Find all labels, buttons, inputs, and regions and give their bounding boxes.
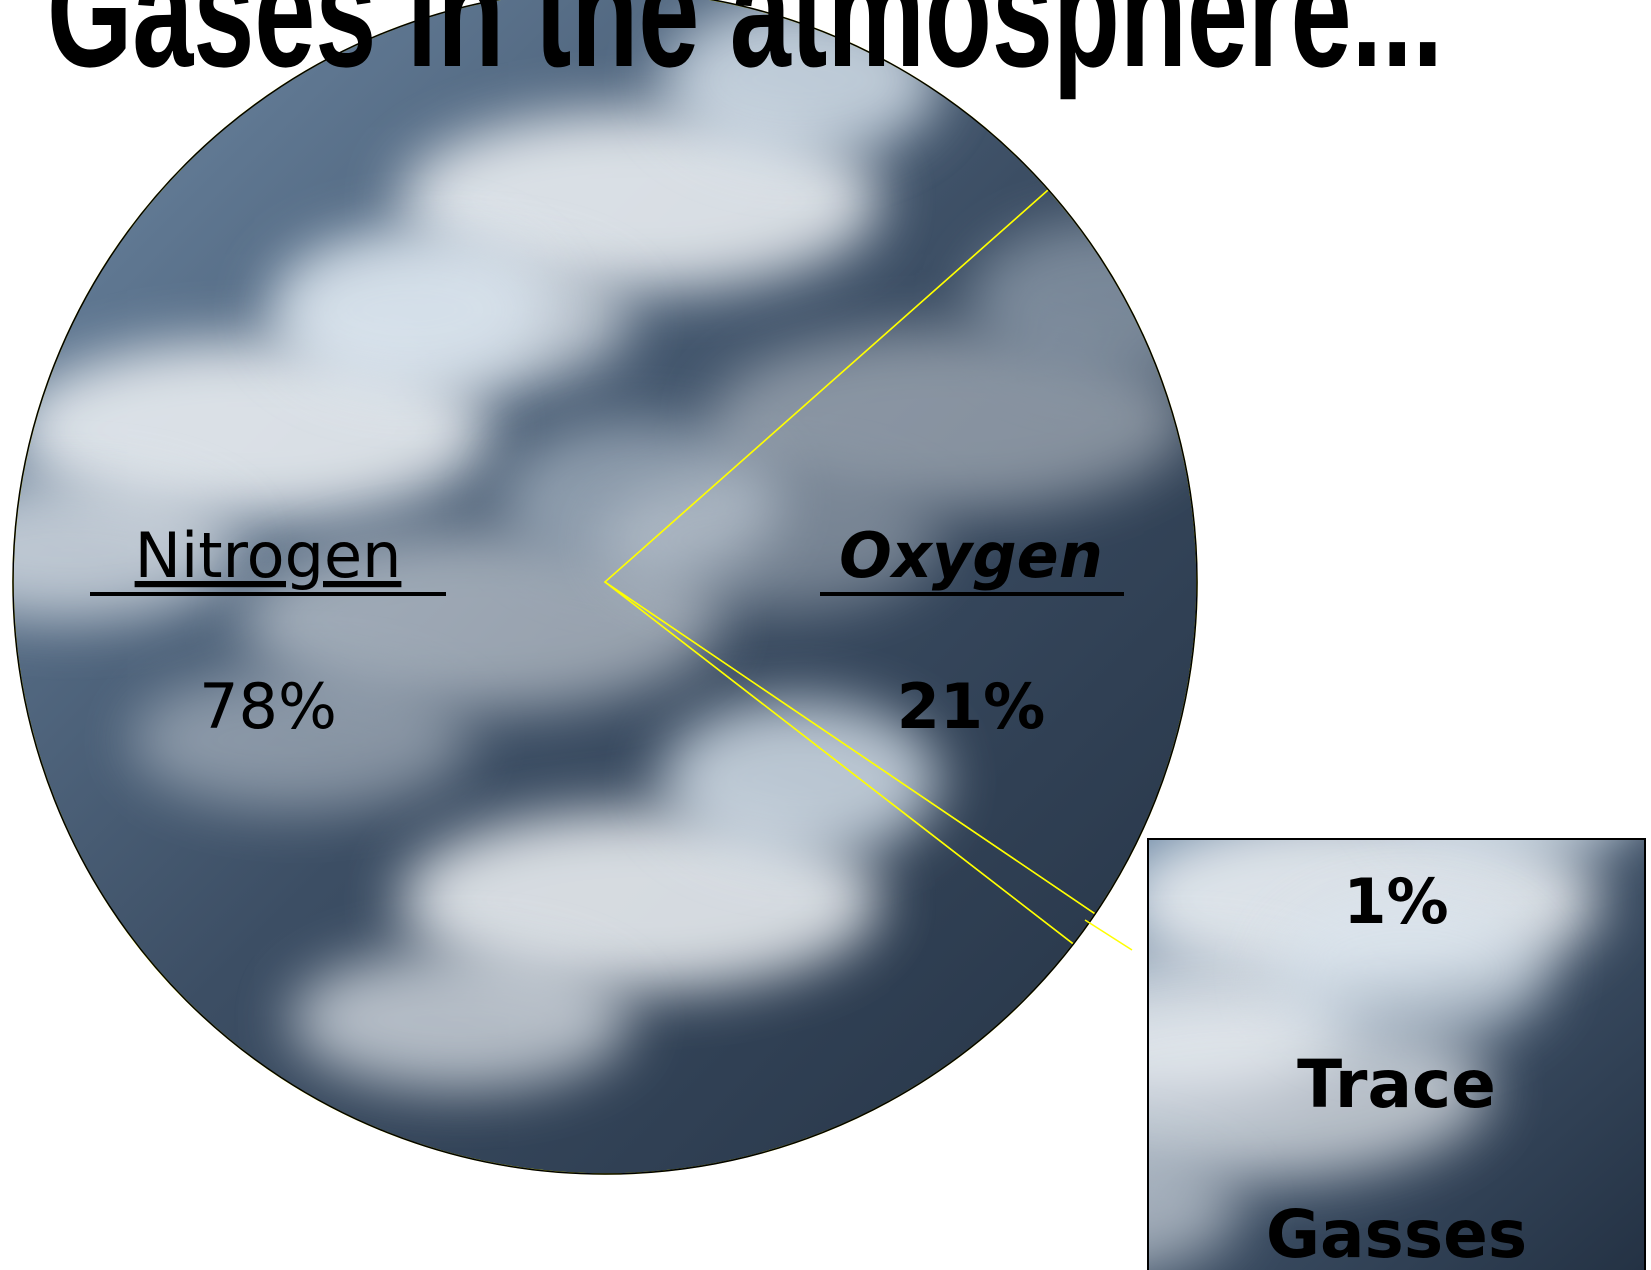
slice-name: Trace Gasses — [1265, 1046, 1528, 1270]
chart-title: Gases in the atmosphere... — [47, 0, 1443, 100]
slice-value-label: 78% — [199, 670, 337, 743]
slice-name: Nitrogen — [135, 519, 402, 592]
slice-name: Oxygen — [839, 519, 1103, 592]
trace-box-image — [1148, 839, 1645, 1270]
slice-value-label: 21% — [897, 670, 1045, 743]
slice-value-label: 1% — [1343, 865, 1448, 938]
pie-outline — [12, 0, 1198, 1175]
sky-image — [13, 0, 1197, 1174]
callout-line — [1084, 919, 1133, 951]
trace-box — [1147, 838, 1646, 1270]
